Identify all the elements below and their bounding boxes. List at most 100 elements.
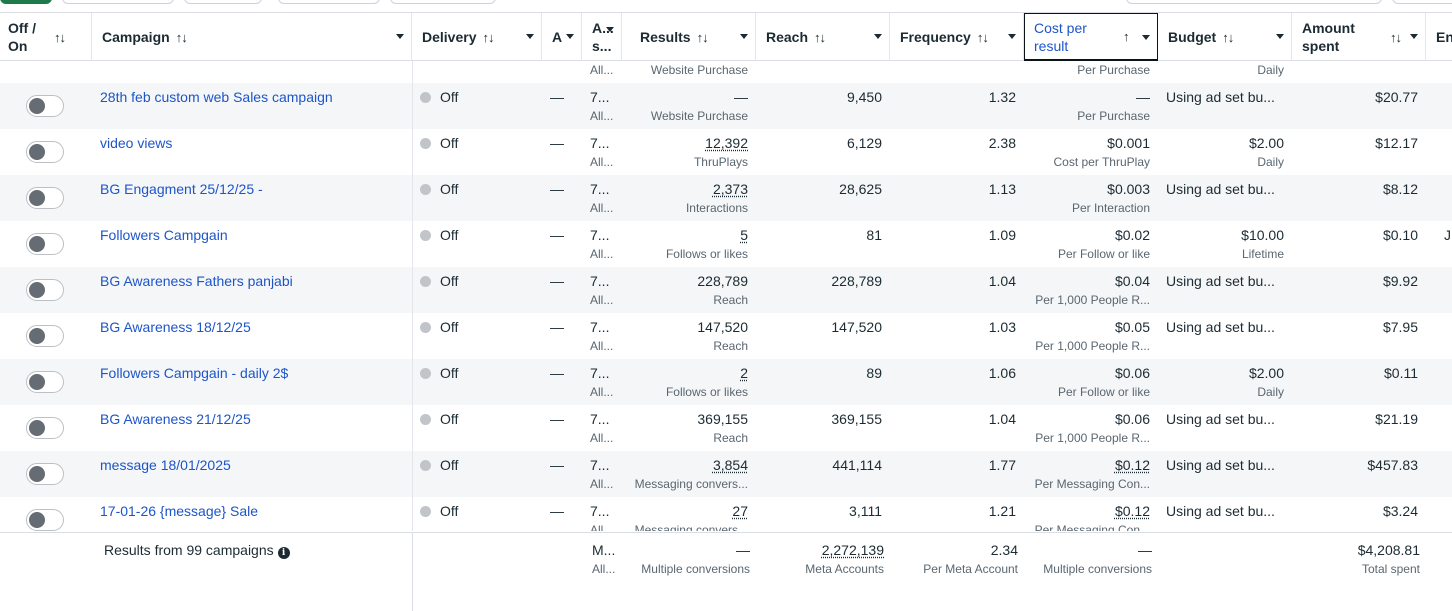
chevron-down-icon[interactable]	[874, 34, 882, 39]
toolbar-button[interactable]	[1126, 0, 1382, 4]
column-header-attribution[interactable]: A... s...	[582, 13, 622, 61]
toolbar-button[interactable]	[184, 0, 262, 4]
chevron-down-icon[interactable]	[606, 27, 614, 32]
campaign-name-link[interactable]: video views	[100, 135, 173, 151]
table-row[interactable]: 28th feb custom web Sales campaign Off — 7.…	[0, 83, 1452, 129]
campaign-toggle[interactable]	[26, 141, 64, 163]
campaign-toggle[interactable]	[26, 371, 64, 393]
chevron-down-icon[interactable]	[1410, 34, 1418, 39]
attribution-sub: All...	[590, 477, 614, 491]
results-value[interactable]: 27	[732, 503, 748, 519]
frequency-value: 1.04	[988, 273, 1016, 289]
toolbar-button[interactable]	[1392, 0, 1452, 4]
results-value[interactable]: 3,854	[712, 457, 748, 473]
results-value: 369,155	[697, 411, 748, 427]
cost-per-result-value[interactable]: $0.12	[1114, 457, 1150, 473]
cost-per-result-type: Per 1,000 People R...	[1035, 431, 1150, 445]
campaign-name-link[interactable]: BG Awareness Fathers panjabi	[100, 273, 293, 289]
sort-icon[interactable]: ↑↓	[175, 29, 188, 45]
cost-per-result-value[interactable]: $0.12	[1114, 503, 1150, 519]
campaign-name-link[interactable]: 28th feb custom web Sales campaign	[100, 89, 333, 105]
campaign-name-link[interactable]: 17-01-26 {message} Sale	[100, 503, 258, 519]
table-row[interactable]: All... Website Purchase Per Purchase Dai…	[0, 61, 1452, 83]
sort-icon[interactable]: ↑↓	[976, 29, 989, 45]
campaign-toggle[interactable]	[26, 417, 64, 439]
results-value[interactable]: 5	[740, 227, 748, 243]
campaign-toggle[interactable]	[26, 509, 64, 531]
cost-per-result-type: Per Purchase	[1077, 109, 1150, 123]
delivery-status-dot	[420, 138, 431, 149]
campaign-toggle[interactable]	[26, 95, 64, 117]
chevron-down-icon[interactable]	[740, 34, 748, 39]
results-value[interactable]: 12,392	[705, 135, 748, 151]
toolbar-button[interactable]	[390, 0, 496, 4]
campaign-name-link[interactable]: BG Engagment 25/12/25 -	[100, 181, 263, 197]
table-row[interactable]: Followers Campgain Off — 7... All... 5 Follows…	[0, 221, 1452, 267]
chevron-down-icon[interactable]	[1276, 34, 1284, 39]
column-header-cost-per-result[interactable]: Cost per result ↑	[1024, 13, 1158, 61]
table-row[interactable]: video views Off — 7... All... 12,392 ThruPlays…	[0, 129, 1452, 175]
chevron-down-icon[interactable]	[1142, 35, 1150, 40]
column-header-reach[interactable]: Reach ↑↓	[756, 13, 890, 61]
results-value[interactable]: 2	[740, 365, 748, 381]
chevron-down-icon[interactable]	[396, 34, 404, 39]
campaign-name-link[interactable]: message 18/01/2025	[100, 457, 231, 473]
column-header-campaign[interactable]: Campaign ↑↓	[92, 13, 412, 61]
sort-ascending-icon[interactable]: ↑	[1123, 29, 1129, 44]
frequency-value: 1.32	[988, 89, 1016, 105]
table-row[interactable]: Followers Campgain - daily 2$ Off — 7... All…	[0, 359, 1452, 405]
amount-spent-value: $9.92	[1382, 273, 1418, 289]
column-header-attribution-short[interactable]: A	[542, 13, 582, 61]
campaign-toggle[interactable]	[26, 463, 64, 485]
campaign-toggle[interactable]	[26, 187, 64, 209]
campaign-name-link[interactable]: Followers Campgain	[100, 227, 228, 243]
campaign-name-link[interactable]: BG Awareness 18/12/25	[100, 319, 251, 335]
table-row[interactable]: 17-01-26 {message} Sale Off — 7... All... 27 M…	[0, 497, 1452, 531]
sort-icon[interactable]: ↑↓	[1222, 29, 1234, 45]
create-button[interactable]	[0, 0, 52, 4]
column-header-off-on[interactable]: Off / On ↑↓	[0, 13, 92, 61]
attribution-sub: All...	[590, 155, 614, 169]
table-row[interactable]: BG Awareness 21/12/25 Off — 7... All... 369,1…	[0, 405, 1452, 451]
delivery-status: Off	[440, 365, 459, 381]
sort-icon[interactable]: ↑↓	[696, 29, 709, 45]
campaign-toggle[interactable]	[26, 233, 64, 255]
campaign-name-link[interactable]: BG Awareness 21/12/25	[100, 411, 251, 427]
cost-per-result-value: $0.02	[1114, 227, 1150, 243]
campaign-name-link[interactable]: Followers Campgain - daily 2$	[100, 365, 289, 381]
chevron-down-icon[interactable]	[1008, 34, 1016, 39]
sort-icon[interactable]: ↑↓	[814, 29, 826, 45]
table-row[interactable]: BG Awareness 18/12/25 Off — 7... All... 147,5…	[0, 313, 1452, 359]
info-icon[interactable]: i	[277, 547, 290, 559]
table-row[interactable]: BG Awareness Fathers panjabi Off — 7... All.…	[0, 267, 1452, 313]
campaign-toggle[interactable]	[26, 325, 64, 347]
column-header-delivery[interactable]: Delivery ↑↓	[412, 13, 542, 61]
amount-spent-value: $0.11	[1384, 365, 1418, 381]
column-header-budget[interactable]: Budget ↑↓	[1158, 13, 1292, 61]
sort-icon[interactable]: ↑↓	[1390, 29, 1402, 45]
chevron-down-icon[interactable]	[526, 34, 534, 39]
frequency-value: 1.09	[988, 227, 1016, 243]
delivery-status-dot	[420, 368, 431, 379]
table-row[interactable]: message 18/01/2025 Off — 7... All... 3,854 Mes…	[0, 451, 1452, 497]
cost-per-result-type: Per 1,000 People R...	[1035, 339, 1150, 353]
results-type: Reach	[713, 339, 748, 353]
toolbar-button[interactable]	[278, 0, 380, 4]
sort-icon[interactable]: ↑↓	[54, 29, 66, 45]
reach-value: 28,625	[839, 181, 882, 197]
campaign-toggle[interactable]	[26, 279, 64, 301]
frequency-value: 1.04	[988, 411, 1016, 427]
chevron-down-icon[interactable]	[566, 34, 574, 39]
column-header-results[interactable]: Results ↑↓	[622, 13, 756, 61]
frequency-value: 1.03	[988, 319, 1016, 335]
column-header-frequency[interactable]: Frequency ↑↓	[890, 13, 1024, 61]
toolbar-button[interactable]	[62, 0, 174, 4]
delivery-status: Off	[440, 89, 459, 105]
results-type: Reach	[713, 431, 748, 445]
table-row[interactable]: BG Engagment 25/12/25 - Off — 7... All... 2,3…	[0, 175, 1452, 221]
column-header-amount-spent[interactable]: Amount spent ↑↓	[1292, 13, 1426, 61]
column-header-ends[interactable]: En	[1436, 29, 1452, 45]
footer-reach[interactable]: 2,272,139	[821, 542, 884, 558]
sort-icon[interactable]: ↑↓	[482, 29, 494, 45]
results-value[interactable]: 2,373	[712, 181, 748, 197]
